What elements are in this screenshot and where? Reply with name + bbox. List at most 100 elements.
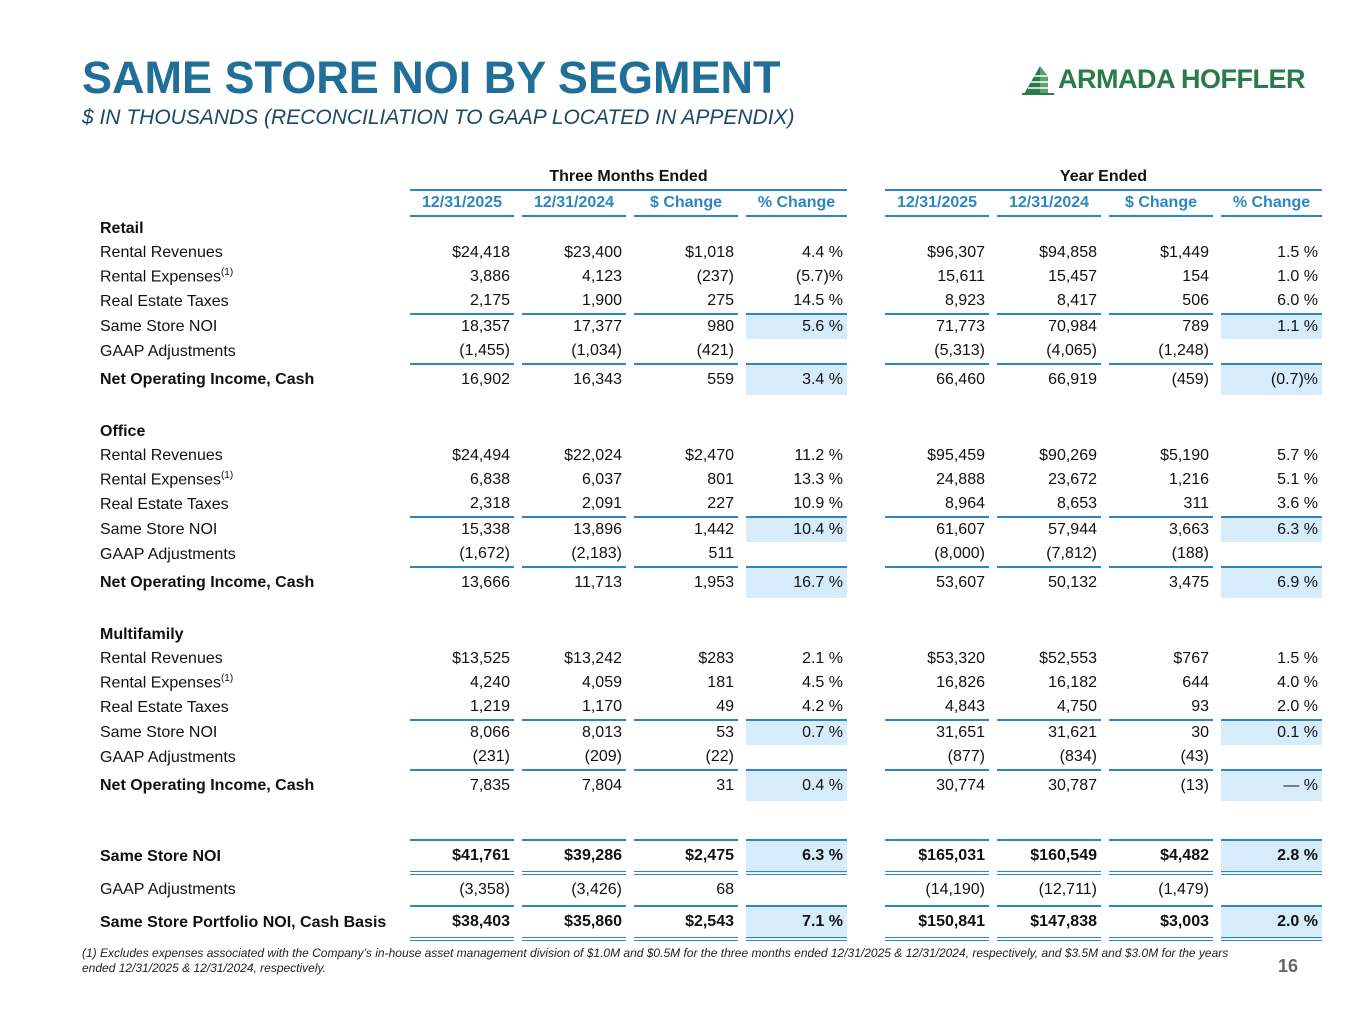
percent-change-cell [746, 745, 847, 771]
column-gap [626, 339, 634, 364]
percent-change-cell: 1.5 % [1277, 650, 1318, 667]
row-label: Rental Revenues [96, 444, 410, 468]
total-row: GAAP Adjustments (3,358) (3,426) 68 (14,190)… [96, 873, 1322, 907]
row-label: Same Store NOI [96, 517, 410, 542]
column-gap [1101, 671, 1109, 695]
row-label-text: Net Operating Income, Cash [100, 573, 315, 591]
value-cell: $35,860 [522, 906, 626, 941]
value-cell: 57,944 [1048, 521, 1097, 538]
column-gap [989, 906, 997, 939]
value-cell: 4,123 [581, 268, 622, 285]
value-cell: 6,838 [469, 471, 510, 488]
column-gap [738, 364, 746, 395]
column-gap [989, 364, 997, 395]
value-cell: 6,037 [581, 471, 622, 488]
header-year-ended: Year Ended [885, 165, 1322, 191]
column-gap [989, 492, 997, 517]
column-gap [847, 314, 885, 339]
column-gap [1101, 364, 1109, 395]
column-gap [514, 468, 522, 492]
column-gap [738, 840, 746, 873]
row-label: Net Operating Income, Cash [96, 364, 410, 395]
value-cell: $23,400 [564, 244, 622, 261]
value-cell: 16,902 [461, 371, 510, 388]
percent-change-cell: 11.2 % [794, 447, 843, 464]
percent-change-cell: 5.7 % [1277, 447, 1318, 464]
header-spacer [96, 190, 410, 216]
column-gap [847, 770, 885, 801]
total-label: Same Store Portfolio NOI, Cash Basis [100, 913, 387, 931]
value-cell: 1,442 [693, 521, 734, 538]
header-three-months: Three Months Ended [410, 165, 847, 191]
value-cell: $147,838 [997, 906, 1101, 941]
value-cell: 50,132 [1048, 574, 1097, 591]
column-gap [738, 492, 746, 517]
percent-change-cell: 2.0 % [1221, 906, 1322, 941]
percent-change-cell: 1.0 % [1277, 268, 1318, 285]
value-cell: $2,475 [634, 839, 738, 875]
segment-header-row: Office [96, 420, 1322, 444]
column-gap [626, 770, 634, 801]
value-cell: 30,787 [1048, 777, 1097, 794]
column-gap [626, 289, 634, 314]
column-gap [847, 542, 885, 567]
value-cell: 4,843 [885, 695, 989, 721]
column-gap [514, 314, 522, 339]
value-cell: $2,470 [685, 447, 734, 464]
column-gap [514, 720, 522, 745]
row-label-text: Rental Revenues [100, 447, 223, 464]
column-gap [738, 873, 746, 906]
value-cell: 1,900 [522, 289, 626, 315]
row-label: Same Store NOI [96, 314, 410, 339]
table-row: Net Operating Income, Cash 16,902 16,343 55… [96, 364, 1322, 395]
value-cell: 1,170 [522, 695, 626, 721]
spacer-row [96, 395, 1322, 420]
column-gap [738, 444, 746, 468]
column-gap [989, 468, 997, 492]
value-cell: (834) [997, 745, 1101, 771]
value-cell: 8,066 [469, 724, 510, 741]
column-gap [989, 647, 997, 671]
column-gap [1213, 339, 1221, 364]
column-gap [847, 720, 885, 745]
column-gap [847, 906, 885, 939]
column-header: % Change [746, 190, 847, 217]
value-cell: $13,242 [564, 650, 622, 667]
value-cell: (2,183) [522, 542, 626, 568]
value-cell: 181 [707, 674, 734, 691]
row-label: Rental Expenses(1) [96, 468, 410, 492]
column-gap [989, 840, 997, 873]
column-gap [1213, 745, 1221, 770]
column-gap [738, 339, 746, 364]
column-gap [738, 770, 746, 801]
value-cell: (421) [634, 339, 738, 365]
column-gap [514, 339, 522, 364]
segment-name: Retail [100, 219, 144, 237]
column-gap [989, 444, 997, 468]
percent-change-cell [746, 542, 847, 568]
spacer-row [96, 826, 1322, 840]
value-cell: 30,774 [936, 777, 985, 794]
value-cell: 31,651 [936, 724, 985, 741]
segment-name: Office [100, 423, 146, 440]
footnote: (1) Excludes expenses associated with th… [82, 946, 1229, 975]
column-gap [738, 289, 746, 314]
value-cell: $1,449 [1160, 244, 1209, 261]
column-gap [989, 542, 997, 567]
value-cell: $38,403 [410, 906, 514, 941]
logo-text: ARMADA HOFFLER [1058, 63, 1305, 94]
segment-name: Multifamily [100, 626, 184, 643]
column-gap [514, 695, 522, 720]
value-cell: (231) [410, 745, 514, 771]
percent-change-cell [1221, 873, 1322, 907]
row-label: Rental Revenues [96, 241, 410, 265]
percent-change-cell [1221, 745, 1322, 771]
column-gap [738, 647, 746, 671]
value-cell: (1,455) [410, 339, 514, 365]
column-gap [1213, 364, 1221, 395]
row-label-text: GAAP Adjustments [100, 748, 236, 766]
value-cell: 13,666 [461, 574, 510, 591]
value-cell: (5,313) [885, 339, 989, 365]
value-cell: $95,459 [927, 447, 985, 464]
column-gap [989, 289, 997, 314]
